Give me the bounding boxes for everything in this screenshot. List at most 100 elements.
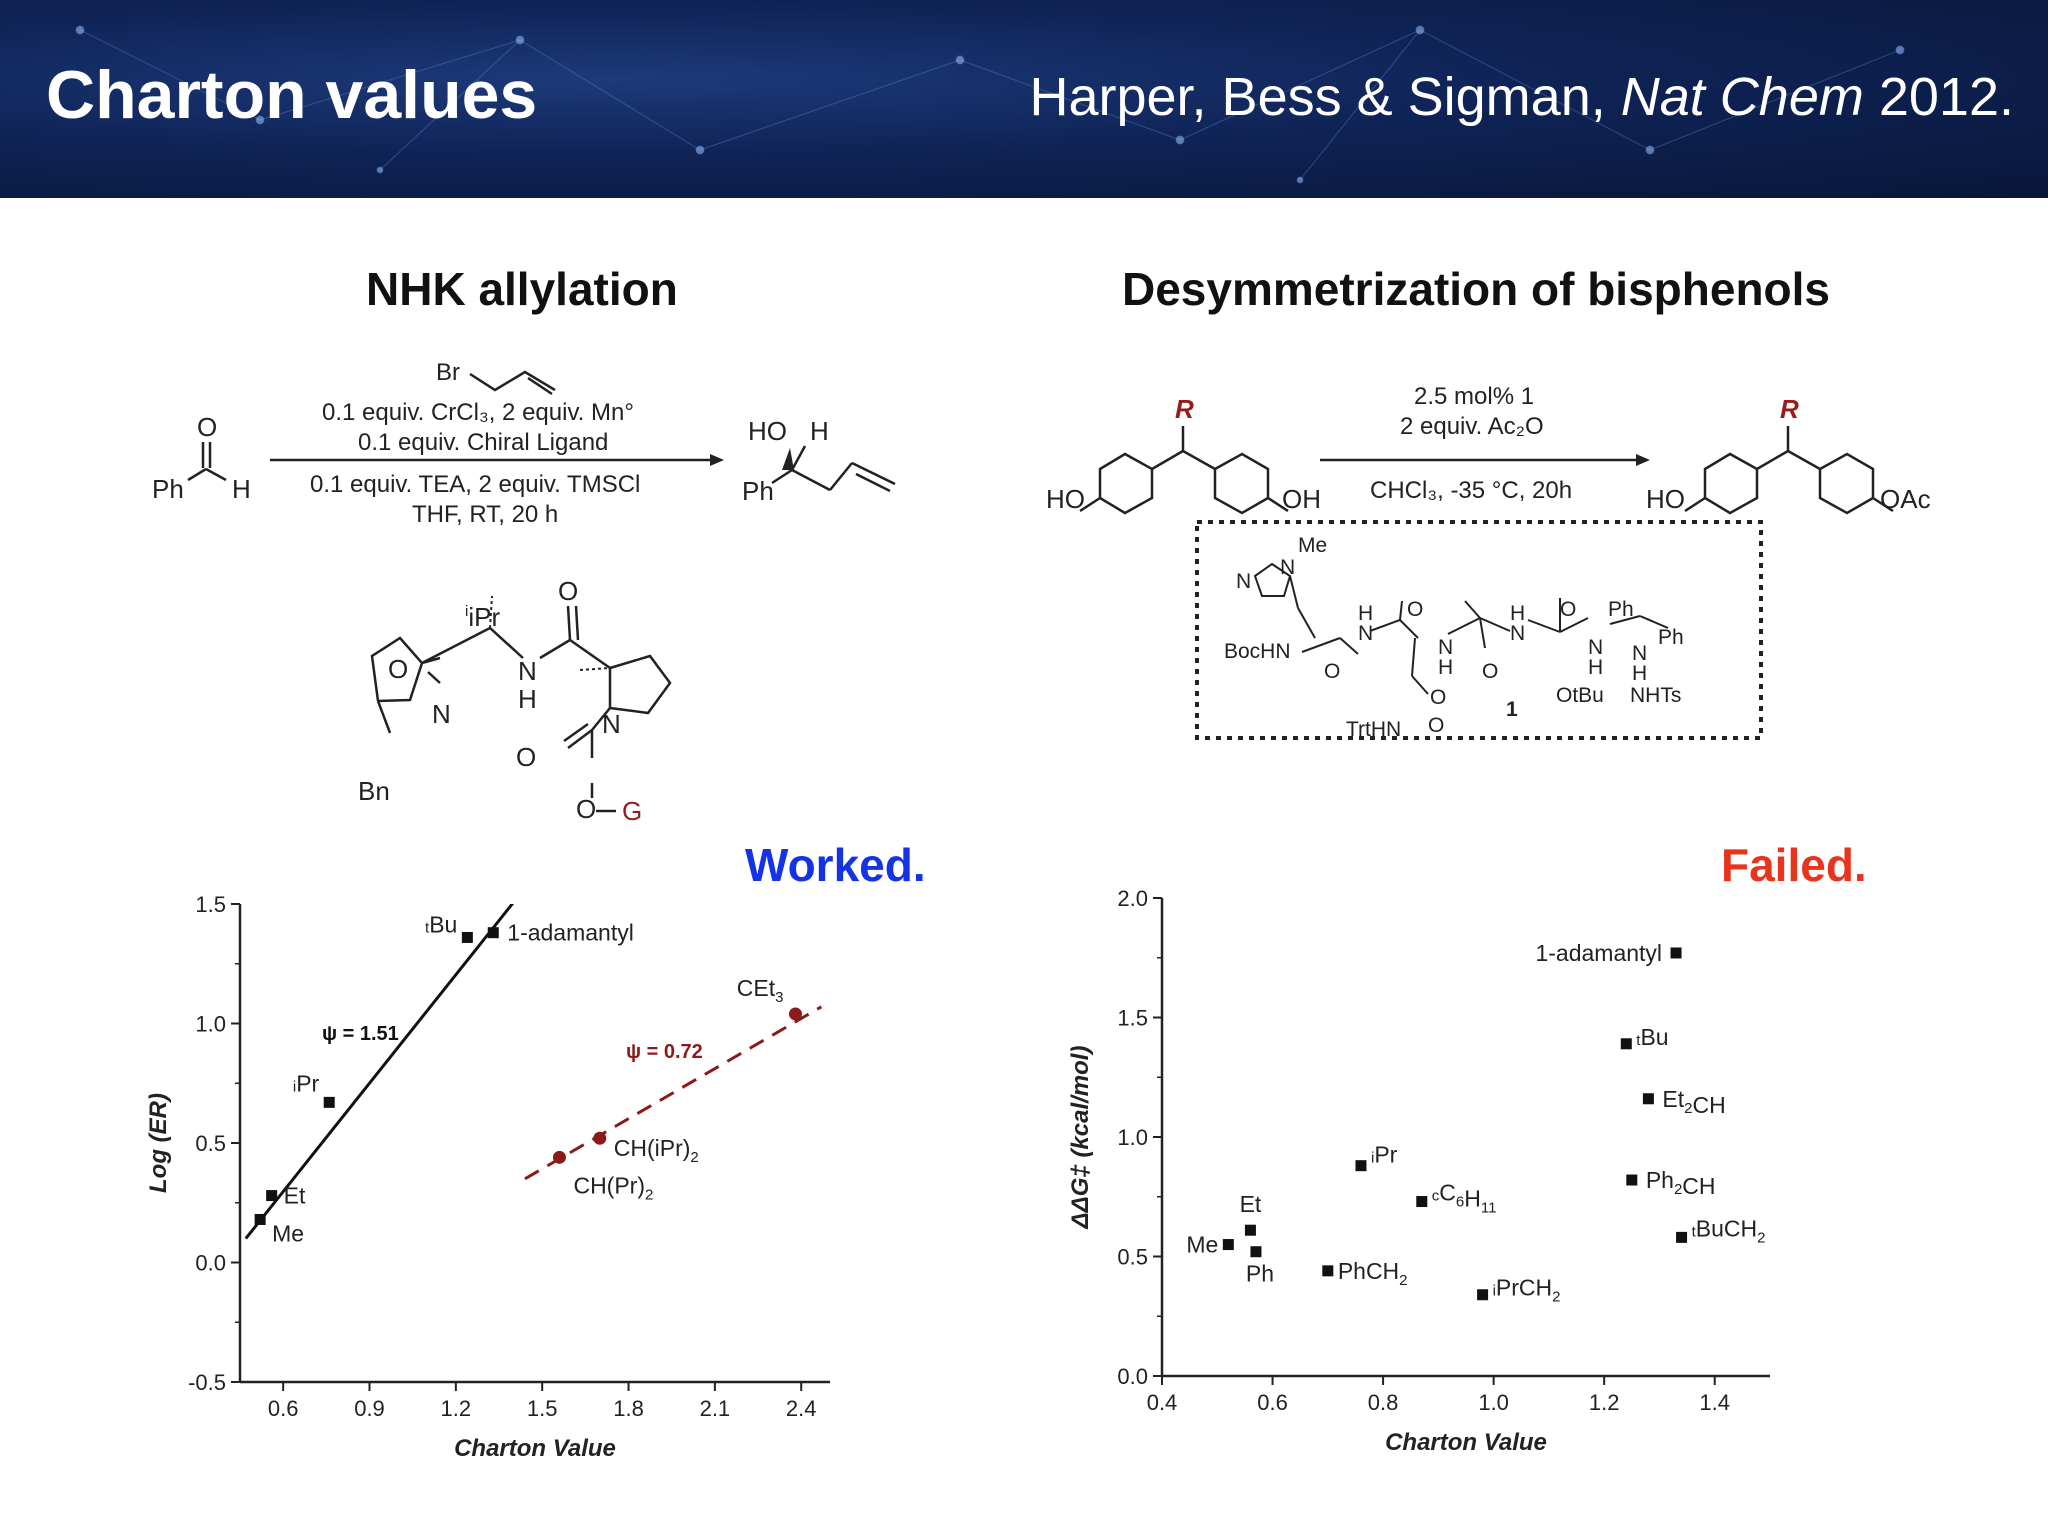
product-ho: HO (1646, 484, 1685, 514)
desymmetrization-reaction-scheme: R HO OH 2.5 mol% 1 2 equiv. Ac₂O CHCl₃, … (1046, 383, 1931, 741)
catalyst-bochn: BocHN (1224, 640, 1291, 663)
label-superscript: t (1636, 1032, 1641, 1049)
point-label: CH(iPr)2 (614, 1135, 699, 1166)
x-axis-title: Charton Value (1385, 1429, 1547, 1456)
point-label: tBu (425, 911, 457, 937)
catalyst-h2: H (1438, 656, 1453, 679)
data-point (1642, 1093, 1654, 1105)
citation-journal: Nat Chem (1620, 67, 1864, 127)
label-text: Et (1662, 1086, 1684, 1112)
point-label: Me (272, 1220, 304, 1246)
y-tick-label: 0.5 (195, 1131, 226, 1156)
label-text: Me (272, 1220, 304, 1246)
data-point (1626, 1174, 1638, 1186)
label-text: CH(Pr) (573, 1172, 645, 1198)
label-subscript: 3 (775, 989, 783, 1006)
catalyst-o6: O (1428, 714, 1444, 737)
fit-line (244, 904, 515, 1240)
y-axis-title: Log (ER) (145, 1093, 172, 1193)
label-text: PrCH (1496, 1275, 1552, 1301)
label-text: CH (1692, 1092, 1725, 1118)
point-label: Me (1186, 1232, 1218, 1258)
citation-year: 2012. (1878, 67, 2014, 127)
product-r: R (1780, 394, 1799, 424)
data-point (1676, 1231, 1688, 1243)
data-point (266, 1190, 278, 1202)
left-verdict: Worked. (745, 839, 926, 891)
catalyst-o4: O (1482, 660, 1498, 683)
point-label: cC6H11 (1432, 1180, 1497, 1217)
x-tick-label: 1.5 (527, 1396, 558, 1421)
ligand-o-carbonyl: O (516, 742, 536, 772)
atom-ho-product: HO (748, 416, 787, 446)
y-axis-title: ΔΔG‡ (kcal/mol) (1070, 1046, 1094, 1230)
acylating-agent: 2 equiv. Ac₂O (1400, 413, 1544, 440)
label-text: CH(iPr) (614, 1135, 691, 1161)
point-label: Ph2CH (1646, 1167, 1716, 1199)
ligand-ipr-label: iPr (468, 602, 500, 632)
label-superscript: i (1493, 1283, 1496, 1300)
data-point (323, 1096, 335, 1108)
data-point (552, 1150, 566, 1164)
catalyst-ph2: Ph (1658, 626, 1684, 649)
reactant-r: R (1175, 394, 1194, 424)
point-label: tBuCH2 (1692, 1215, 1766, 1246)
label-text: 1 (507, 920, 520, 946)
data-point (1355, 1160, 1367, 1172)
point-label: 1-adamantyl (1535, 940, 1662, 966)
y-tick-label: 2.0 (1117, 886, 1148, 911)
catalyst-n5: N (1510, 622, 1525, 645)
reactant-ho: HO (1046, 484, 1085, 514)
catalyst-n3: N (1358, 622, 1373, 645)
data-point (1477, 1289, 1489, 1301)
data-point (1670, 947, 1682, 959)
ligand-h-amide: H (518, 684, 537, 714)
point-label: Et (1240, 1191, 1262, 1217)
fit-label: ψ = 1.51 (322, 1023, 399, 1045)
label-subscript: 2 (690, 1149, 698, 1166)
label-subscript: 2 (1552, 1289, 1560, 1306)
reagent-br: Br (436, 359, 460, 386)
y-tick-label: 1.5 (1117, 1006, 1148, 1031)
label-text: Ph (1646, 1167, 1674, 1193)
point-label: iPrCH2 (1493, 1275, 1561, 1306)
catalyst-loading: 2.5 mol% 1 (1414, 383, 1534, 410)
catalyst-h4: H (1588, 656, 1603, 679)
left-section-title: NHK allylation (366, 263, 678, 315)
label-text: CEt (737, 975, 776, 1001)
catalyst-o3: O (1430, 686, 1446, 709)
catalyst-o5: O (1560, 598, 1576, 621)
x-tick-label: 0.6 (268, 1396, 299, 1421)
point-label: tBu (1636, 1024, 1668, 1050)
x-tick-label: 1.0 (1478, 1390, 1509, 1415)
data-point (1416, 1196, 1428, 1208)
catalyst-n2: N (1236, 570, 1251, 593)
reagent-line-1: 0.1 equiv. CrCl₃, 2 equiv. Mn° (322, 399, 634, 426)
fit-label: ψ = 0.72 (626, 1041, 703, 1063)
catalyst-nhts: NHTs (1630, 684, 1681, 707)
label-text: -adamantyl (520, 920, 634, 946)
left-charton-plot: 0.6 0.9 1.2 1.5 1.8 2.1 2.4 -0.5 0.0 0.5 1.0 1.5 Cha… (145, 892, 830, 1462)
catalyst-me: Me (1298, 534, 1327, 557)
ligand-n-pro: N (602, 709, 621, 739)
atom-h-product: H (810, 416, 829, 446)
catalyst-trthn: TrtHN (1346, 718, 1401, 741)
label-text: Me (1186, 1232, 1218, 1258)
ligand-n-ring: N (432, 699, 451, 729)
x-tick-label: 2.1 (700, 1396, 731, 1421)
point-label: CEt3 (737, 975, 784, 1006)
catalyst-o1: O (1324, 660, 1340, 683)
data-point (1620, 1038, 1632, 1050)
product-oac: OAc (1880, 484, 1931, 514)
x-tick-label: 0.8 (1368, 1390, 1399, 1415)
ligand-n-amide: N (518, 656, 537, 686)
x-tick-label: 0.4 (1147, 1390, 1178, 1415)
catalyst-o2: O (1407, 598, 1423, 621)
label-text: -adamantyl (1548, 940, 1662, 966)
point-label: CH(Pr)2 (573, 1172, 653, 1203)
data-point (1222, 1239, 1234, 1251)
catalyst-h1: H (1358, 602, 1373, 625)
citation: Harper, Bess & Sigman, Nat Chem 2012. (1029, 66, 2014, 128)
x-tick-label: 1.8 (613, 1396, 644, 1421)
right-charton-plot: 0.4 0.6 0.8 1.0 1.2 1.4 0.0 0.5 1.0 1.5 2.0 Charton… (1070, 886, 1770, 1456)
